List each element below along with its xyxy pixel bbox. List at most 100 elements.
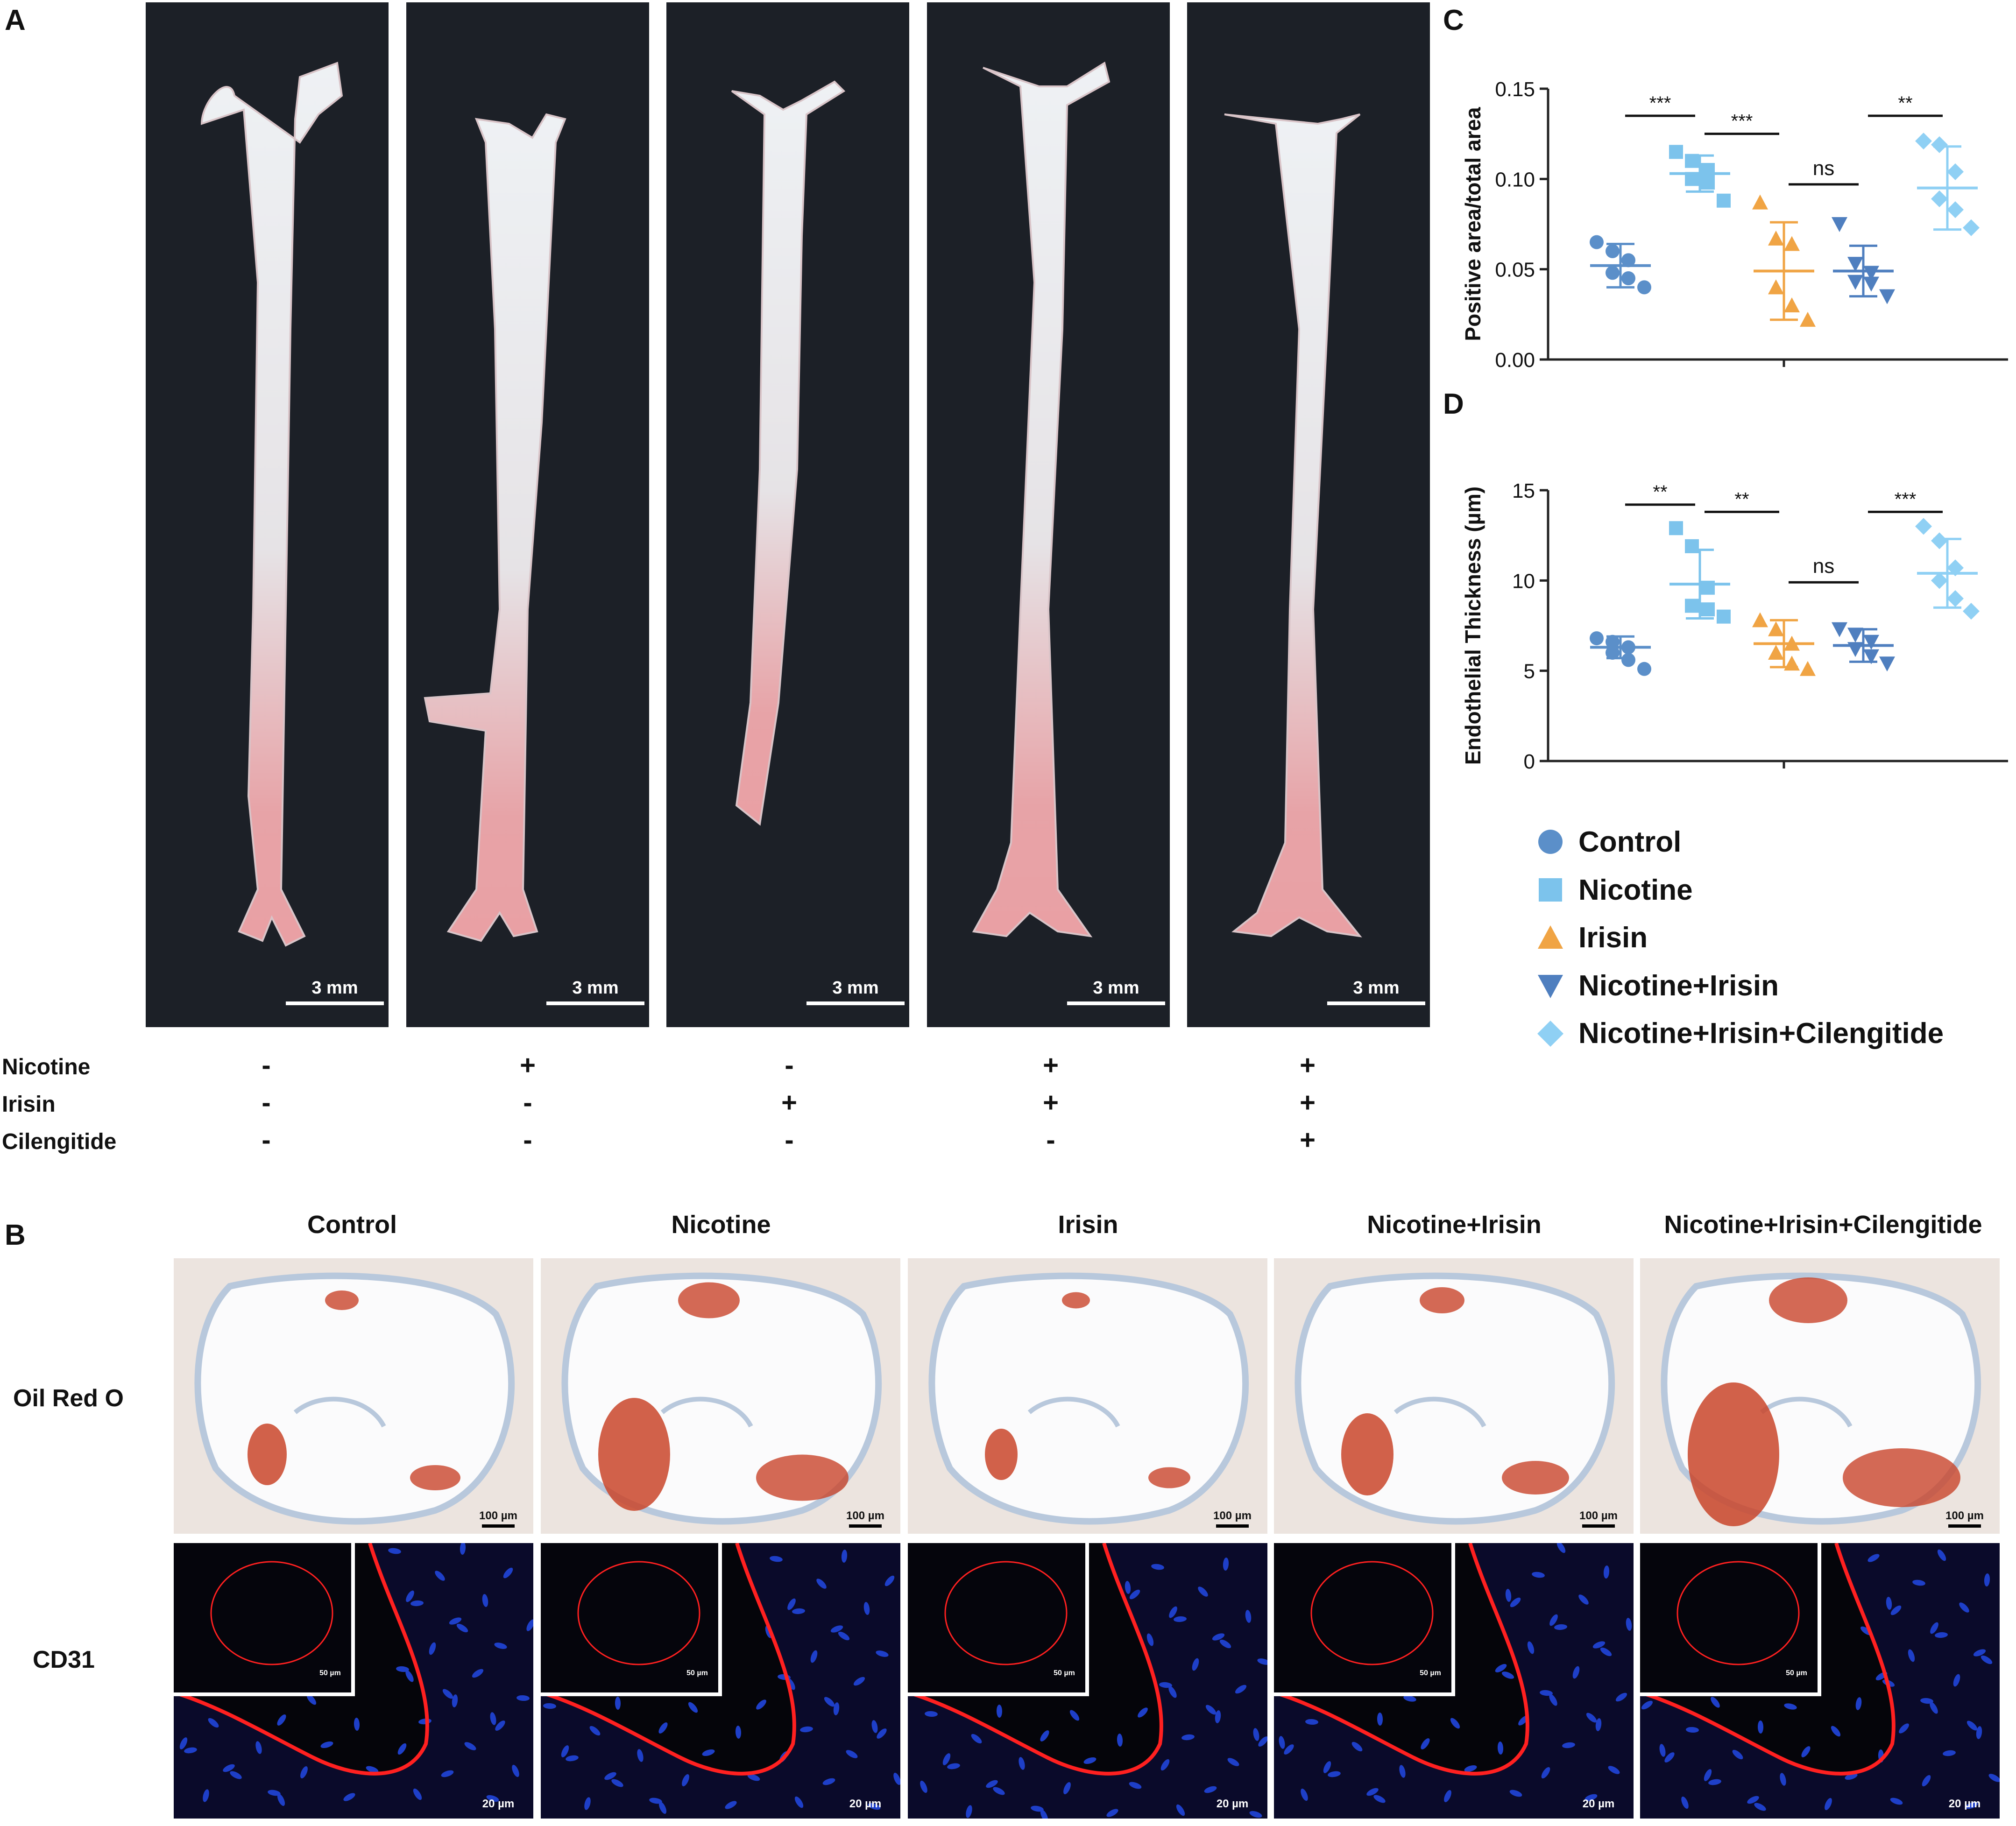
treatment-sign-nicotine-3: - — [785, 1050, 794, 1080]
treatment-sign-cilengitide-5: + — [1300, 1125, 1316, 1155]
scale-bar-label: 100 µm — [1213, 1509, 1252, 1522]
data-point — [1590, 631, 1604, 646]
scale-bar-label: 3 mm — [572, 978, 619, 998]
scale-bar-label: 3 mm — [311, 978, 358, 998]
treatment-label-irisin: Irisin — [2, 1092, 56, 1117]
data-point — [1847, 275, 1863, 290]
data-point — [1768, 279, 1784, 295]
treatment-sign-irisin-2: - — [523, 1087, 532, 1118]
oil-red-o-image-2: 100 µm — [541, 1258, 900, 1534]
y-tick-label: 0.15 — [1495, 78, 1535, 101]
scale-bar-label: 20 µm — [1582, 1798, 1615, 1810]
treatment-sign-cilengitide-3: - — [785, 1125, 794, 1155]
y-axis-label: Positive area/total area — [1461, 107, 1485, 341]
significance-label: ns — [1813, 157, 1834, 180]
data-point — [1863, 266, 1879, 281]
data-point — [1768, 645, 1784, 660]
data-point — [1637, 280, 1651, 295]
group-title-control: Control — [307, 1211, 397, 1239]
y-tick-label: 0.05 — [1495, 259, 1535, 282]
inset-scale-label: 50 µm — [319, 1669, 341, 1677]
treatment-sign-cilengitide-1: - — [262, 1125, 271, 1155]
data-point — [1963, 219, 1980, 236]
scale-bar — [482, 1524, 515, 1528]
legend-square-icon — [1539, 878, 1562, 902]
data-point — [1606, 635, 1620, 649]
scale-bar-label: 3 mm — [832, 978, 879, 998]
aortic-root-section-icon — [908, 1258, 1267, 1534]
data-point — [1847, 627, 1863, 643]
aorta-photo-2: 3 mm — [406, 2, 649, 1027]
treatment-sign-cilengitide-2: - — [523, 1125, 532, 1155]
treatment-sign-nicotine-1: - — [262, 1050, 271, 1080]
data-point — [1685, 599, 1699, 613]
oil-red-o-image-1: 100 µm — [174, 1258, 533, 1534]
treatment-sign-irisin-1: - — [262, 1087, 271, 1118]
data-point — [1879, 289, 1895, 304]
data-point — [1752, 194, 1768, 210]
data-point — [1863, 635, 1879, 650]
aortic-root-section-icon — [541, 1258, 900, 1534]
aorta-specimen-icon — [1224, 113, 1362, 938]
scale-bar — [806, 1001, 905, 1005]
data-point — [1947, 201, 1964, 219]
scale-bar-label: 20 µm — [1948, 1798, 1981, 1810]
significance-label: ** — [1653, 482, 1667, 502]
legend-label-irisin: Irisin — [1578, 922, 1648, 954]
series-nicotine-irisin-cilengitide — [1915, 518, 1980, 620]
aortic-root-section-icon — [1640, 1258, 2000, 1534]
data-point — [1832, 217, 1847, 232]
scale-bar — [1216, 1524, 1249, 1528]
chart-c: 0.00 0.05 0.10 0.15 Positive area/total area… — [1461, 78, 2008, 372]
data-point — [1717, 193, 1731, 208]
treatment-sign-irisin-4: + — [1043, 1087, 1059, 1118]
panel-letter-b: B — [5, 1219, 26, 1251]
data-point — [1621, 653, 1635, 667]
cd31-inset: 50 µm — [908, 1543, 1089, 1696]
data-point — [1947, 163, 1964, 180]
data-point — [1701, 176, 1715, 190]
legend-label-nicotine-irisin: Nicotine+Irisin — [1578, 970, 1779, 1002]
vessel-wall-icon — [908, 1543, 1267, 1819]
series-nicotine-irisin — [1832, 622, 1895, 672]
data-point — [1915, 518, 1932, 535]
treatment-sign-nicotine-2: + — [520, 1050, 536, 1080]
aorta-specimen-icon — [424, 113, 566, 942]
aorta-specimen-icon — [972, 61, 1111, 938]
group-title-nicotine-irisin-cilengitide: Nicotine+Irisin+Cilengitide — [1664, 1211, 1982, 1239]
scale-bar-label: 3 mm — [1353, 978, 1400, 998]
cd31-image-3: 50 µm 20 µm — [908, 1543, 1267, 1819]
aorta-specimen-icon — [731, 80, 846, 826]
data-point — [1863, 276, 1879, 292]
cd31-image-1: 50 µm 20 µm — [174, 1543, 533, 1819]
data-point — [1784, 297, 1800, 312]
significance-label: *** — [1895, 489, 1917, 509]
series-control — [1590, 631, 1651, 676]
scale-bar — [1582, 1524, 1615, 1528]
legend-circle-icon — [1538, 830, 1563, 854]
group-title-irisin: Irisin — [1058, 1211, 1118, 1239]
cd31-image-2: 50 µm 20 µm — [541, 1543, 900, 1819]
series-irisin — [1752, 612, 1816, 676]
treatment-sign-irisin-3: + — [781, 1087, 797, 1118]
cd31-image-5: 50 µm 20 µm — [1640, 1543, 2000, 1819]
aorta-specimen-icon — [200, 62, 343, 947]
y-tick-label: 5 — [1524, 660, 1535, 683]
data-point — [1752, 612, 1768, 627]
panel-letter-c: C — [1443, 4, 1464, 36]
y-tick-label: 15 — [1512, 479, 1535, 502]
panel-letter-d: D — [1443, 388, 1464, 420]
data-point — [1947, 590, 1964, 607]
data-point — [1832, 622, 1847, 637]
data-point — [1606, 646, 1620, 660]
scale-bar-label: 100 µm — [1579, 1509, 1618, 1522]
stain-label-cd31: CD31 — [33, 1646, 95, 1673]
inset-scale-label: 50 µm — [1786, 1669, 1807, 1677]
y-tick-label: 0.10 — [1495, 168, 1535, 191]
legend-label-nicotine: Nicotine — [1578, 874, 1693, 906]
data-point — [1590, 235, 1604, 249]
y-axis-label: Endothelial Thickness (µm) — [1461, 486, 1485, 765]
treatment-label-nicotine: Nicotine — [2, 1055, 91, 1079]
data-point — [1669, 145, 1683, 159]
legend-marker-nicotine-irisin — [1538, 975, 1563, 998]
